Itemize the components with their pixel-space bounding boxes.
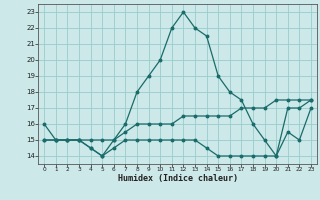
X-axis label: Humidex (Indice chaleur): Humidex (Indice chaleur)	[118, 174, 238, 183]
